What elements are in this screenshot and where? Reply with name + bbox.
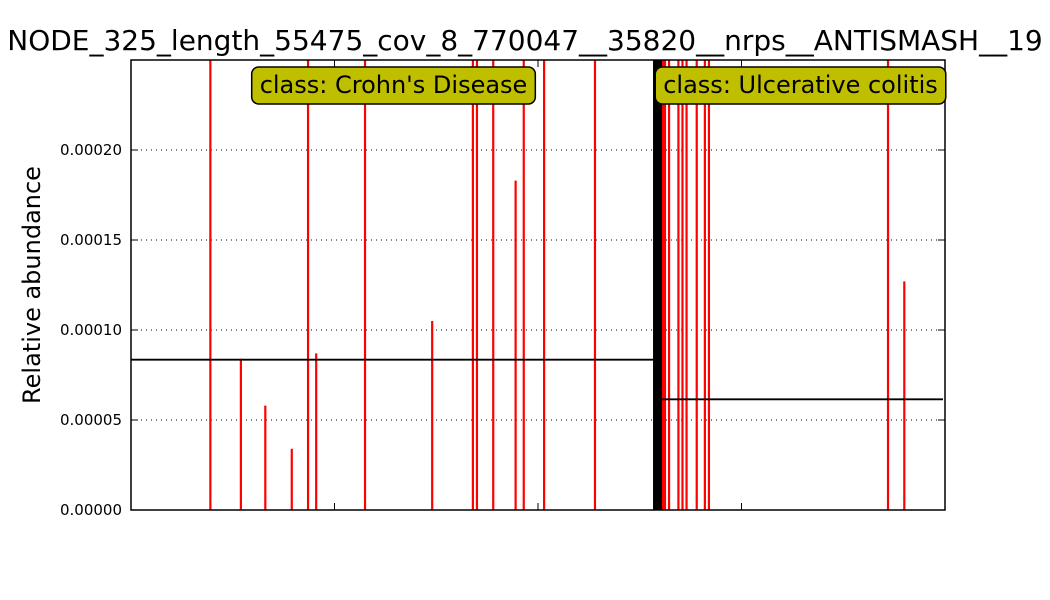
class-label-text: class: Ulcerative colitis [663,71,938,99]
y-tick-label: 0.00010 [60,321,122,339]
class-labels: class: Crohn's Disease class: Ulcerative … [250,66,947,105]
bars [209,60,906,510]
class-label: class: Crohn's Disease [250,66,537,105]
plot-frame [130,59,946,511]
axis-ticks: 0.00000 0.00005 0.00010 0.00015 0.00020 [60,60,945,519]
grid-lines [131,149,945,421]
y-tick-label: 0.00000 [60,501,122,519]
class-label-text: class: Crohn's Disease [260,71,528,99]
class-label-box [654,66,947,105]
y-tick-label: 0.00005 [60,411,122,429]
group-separator [653,60,663,510]
class-label-box [250,66,537,105]
class-label: class: Ulcerative colitis [654,66,947,105]
y-tick-label: 0.00020 [60,141,122,159]
group-mean-lines [131,60,943,510]
y-axis-label: Relative abundance [18,166,46,404]
y-tick-label: 0.00015 [60,231,122,249]
chart-title: NODE_325_length_55475_cov_8_770047__3582… [7,24,1043,57]
